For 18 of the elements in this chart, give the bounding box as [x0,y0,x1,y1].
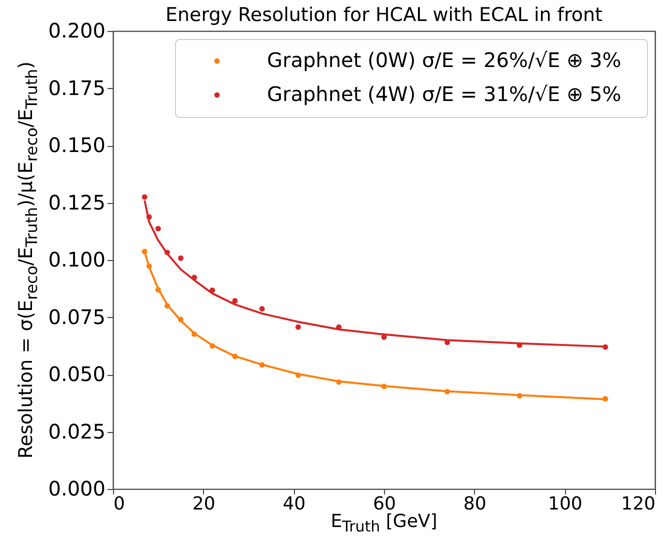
x-tick-label: 100 [548,494,582,514]
x-tick-label: 0 [114,494,125,514]
chart-title: Energy Resolution for HCAL with ECAL in front [164,4,604,26]
y-tick-label: 0.100 [48,248,106,272]
legend-label: Graphnet (0W) σ/E = 26%/√E ⊕ 3% [267,48,622,72]
y-tick-label: 0.050 [48,362,106,386]
x-tick-label: 40 [282,494,306,514]
x-tick-label: 80 [463,494,486,514]
y-tick-label: 0.150 [48,133,106,157]
x-tick-label: 20 [192,494,216,514]
y-tick-label: 0.075 [48,304,106,329]
y-tick-label: 0.025 [48,419,106,444]
y-tick-label: 0.000 [48,476,106,500]
y-tick-label: 0.125 [48,190,106,214]
y-tick-label: 0.175 [48,76,106,100]
legend-label: Graphnet (4W) σ/E = 31%/√E ⊕ 5% [267,82,622,106]
y-tick-label: 0.200 [48,18,106,42]
x-tick-label: 120 [621,494,656,514]
